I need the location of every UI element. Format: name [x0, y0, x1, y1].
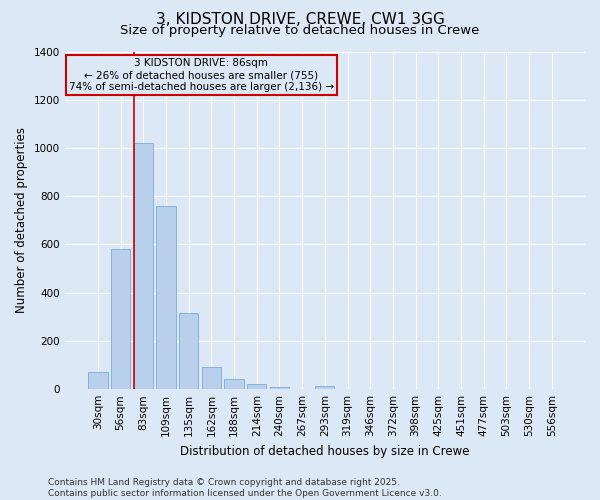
Y-axis label: Number of detached properties: Number of detached properties [15, 128, 28, 314]
Bar [179, 313, 199, 389]
Bar [134, 143, 153, 389]
Text: 3 KIDSTON DRIVE: 86sqm
← 26% of detached houses are smaller (755)
74% of semi-de: 3 KIDSTON DRIVE: 86sqm ← 26% of detached… [68, 58, 334, 92]
Text: 3, KIDSTON DRIVE, CREWE, CW1 3GG: 3, KIDSTON DRIVE, CREWE, CW1 3GG [155, 12, 445, 28]
Bar [247, 384, 266, 389]
Bar [88, 372, 107, 389]
X-axis label: Distribution of detached houses by size in Crewe: Distribution of detached houses by size … [180, 444, 470, 458]
Bar [111, 250, 130, 389]
Bar [202, 368, 221, 389]
Text: Size of property relative to detached houses in Crewe: Size of property relative to detached ho… [121, 24, 479, 37]
Bar [157, 206, 176, 389]
Bar [315, 386, 334, 389]
Bar [270, 387, 289, 389]
Bar [224, 379, 244, 389]
Text: Contains HM Land Registry data © Crown copyright and database right 2025.
Contai: Contains HM Land Registry data © Crown c… [48, 478, 442, 498]
